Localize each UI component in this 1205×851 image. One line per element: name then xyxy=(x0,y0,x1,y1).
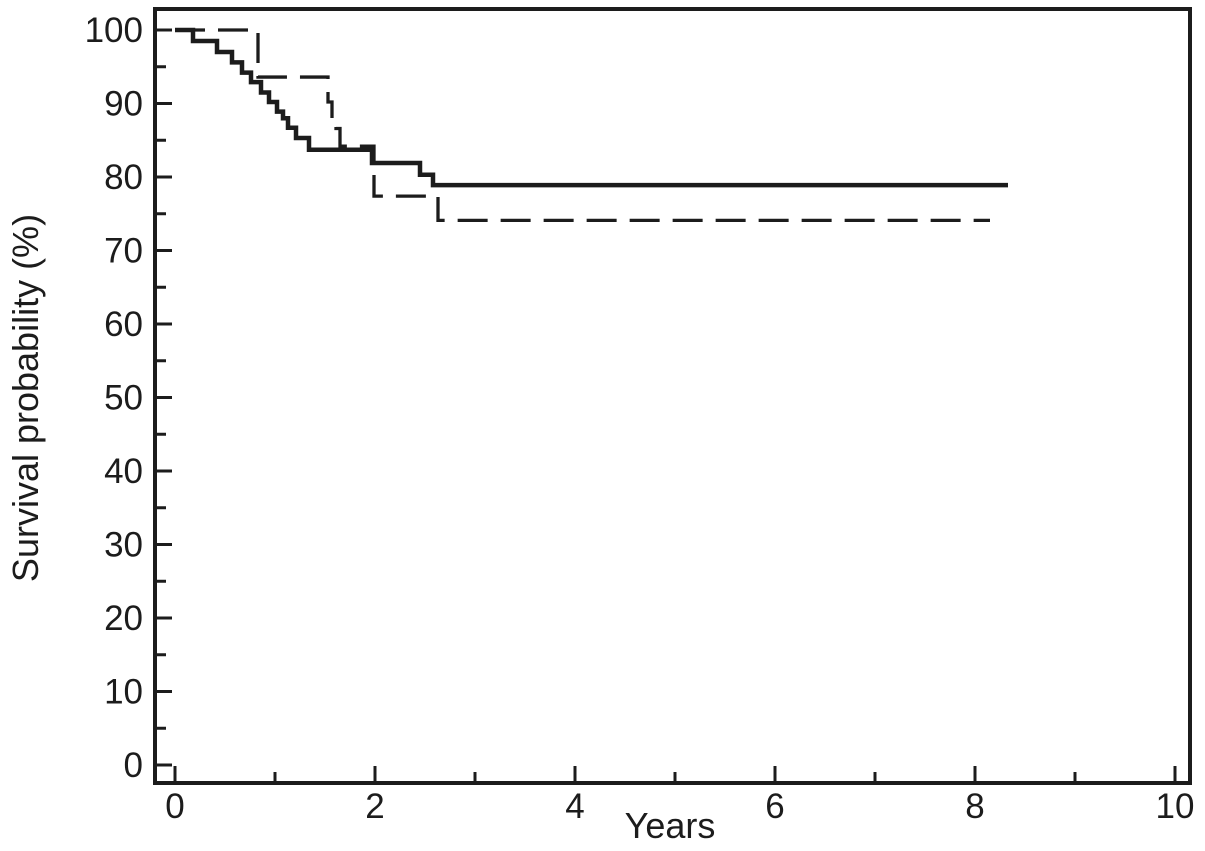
y-tick-label: 100 xyxy=(85,11,143,50)
y-tick-label: 50 xyxy=(104,379,143,418)
x-tick-label: 0 xyxy=(165,787,184,826)
y-axis-title: Survival probability (%) xyxy=(5,214,46,582)
y-tick-label: 70 xyxy=(104,232,143,271)
y-tick-label: 60 xyxy=(104,305,143,344)
x-tick-label: 4 xyxy=(565,787,584,826)
y-tick-label: 40 xyxy=(104,452,143,491)
y-tick-label: 10 xyxy=(104,673,143,712)
x-tick-label: 2 xyxy=(365,787,384,826)
axis-ticks xyxy=(156,28,1177,782)
series-curves xyxy=(175,27,1008,223)
series-dashed-curve xyxy=(175,28,990,223)
x-tick-label: 6 xyxy=(765,787,784,826)
y-tick-label: 30 xyxy=(104,526,143,565)
y-tick-label: 0 xyxy=(124,746,143,785)
x-axis-title: Years xyxy=(625,805,716,846)
series-solid-curve xyxy=(175,27,1008,188)
x-tick-label: 10 xyxy=(1156,787,1195,826)
y-tick-label: 80 xyxy=(104,158,143,197)
y-tick-label: 20 xyxy=(104,599,143,638)
x-tick-label: 8 xyxy=(965,787,984,826)
plot-frame xyxy=(153,7,1192,785)
y-tick-label: 90 xyxy=(104,85,143,124)
